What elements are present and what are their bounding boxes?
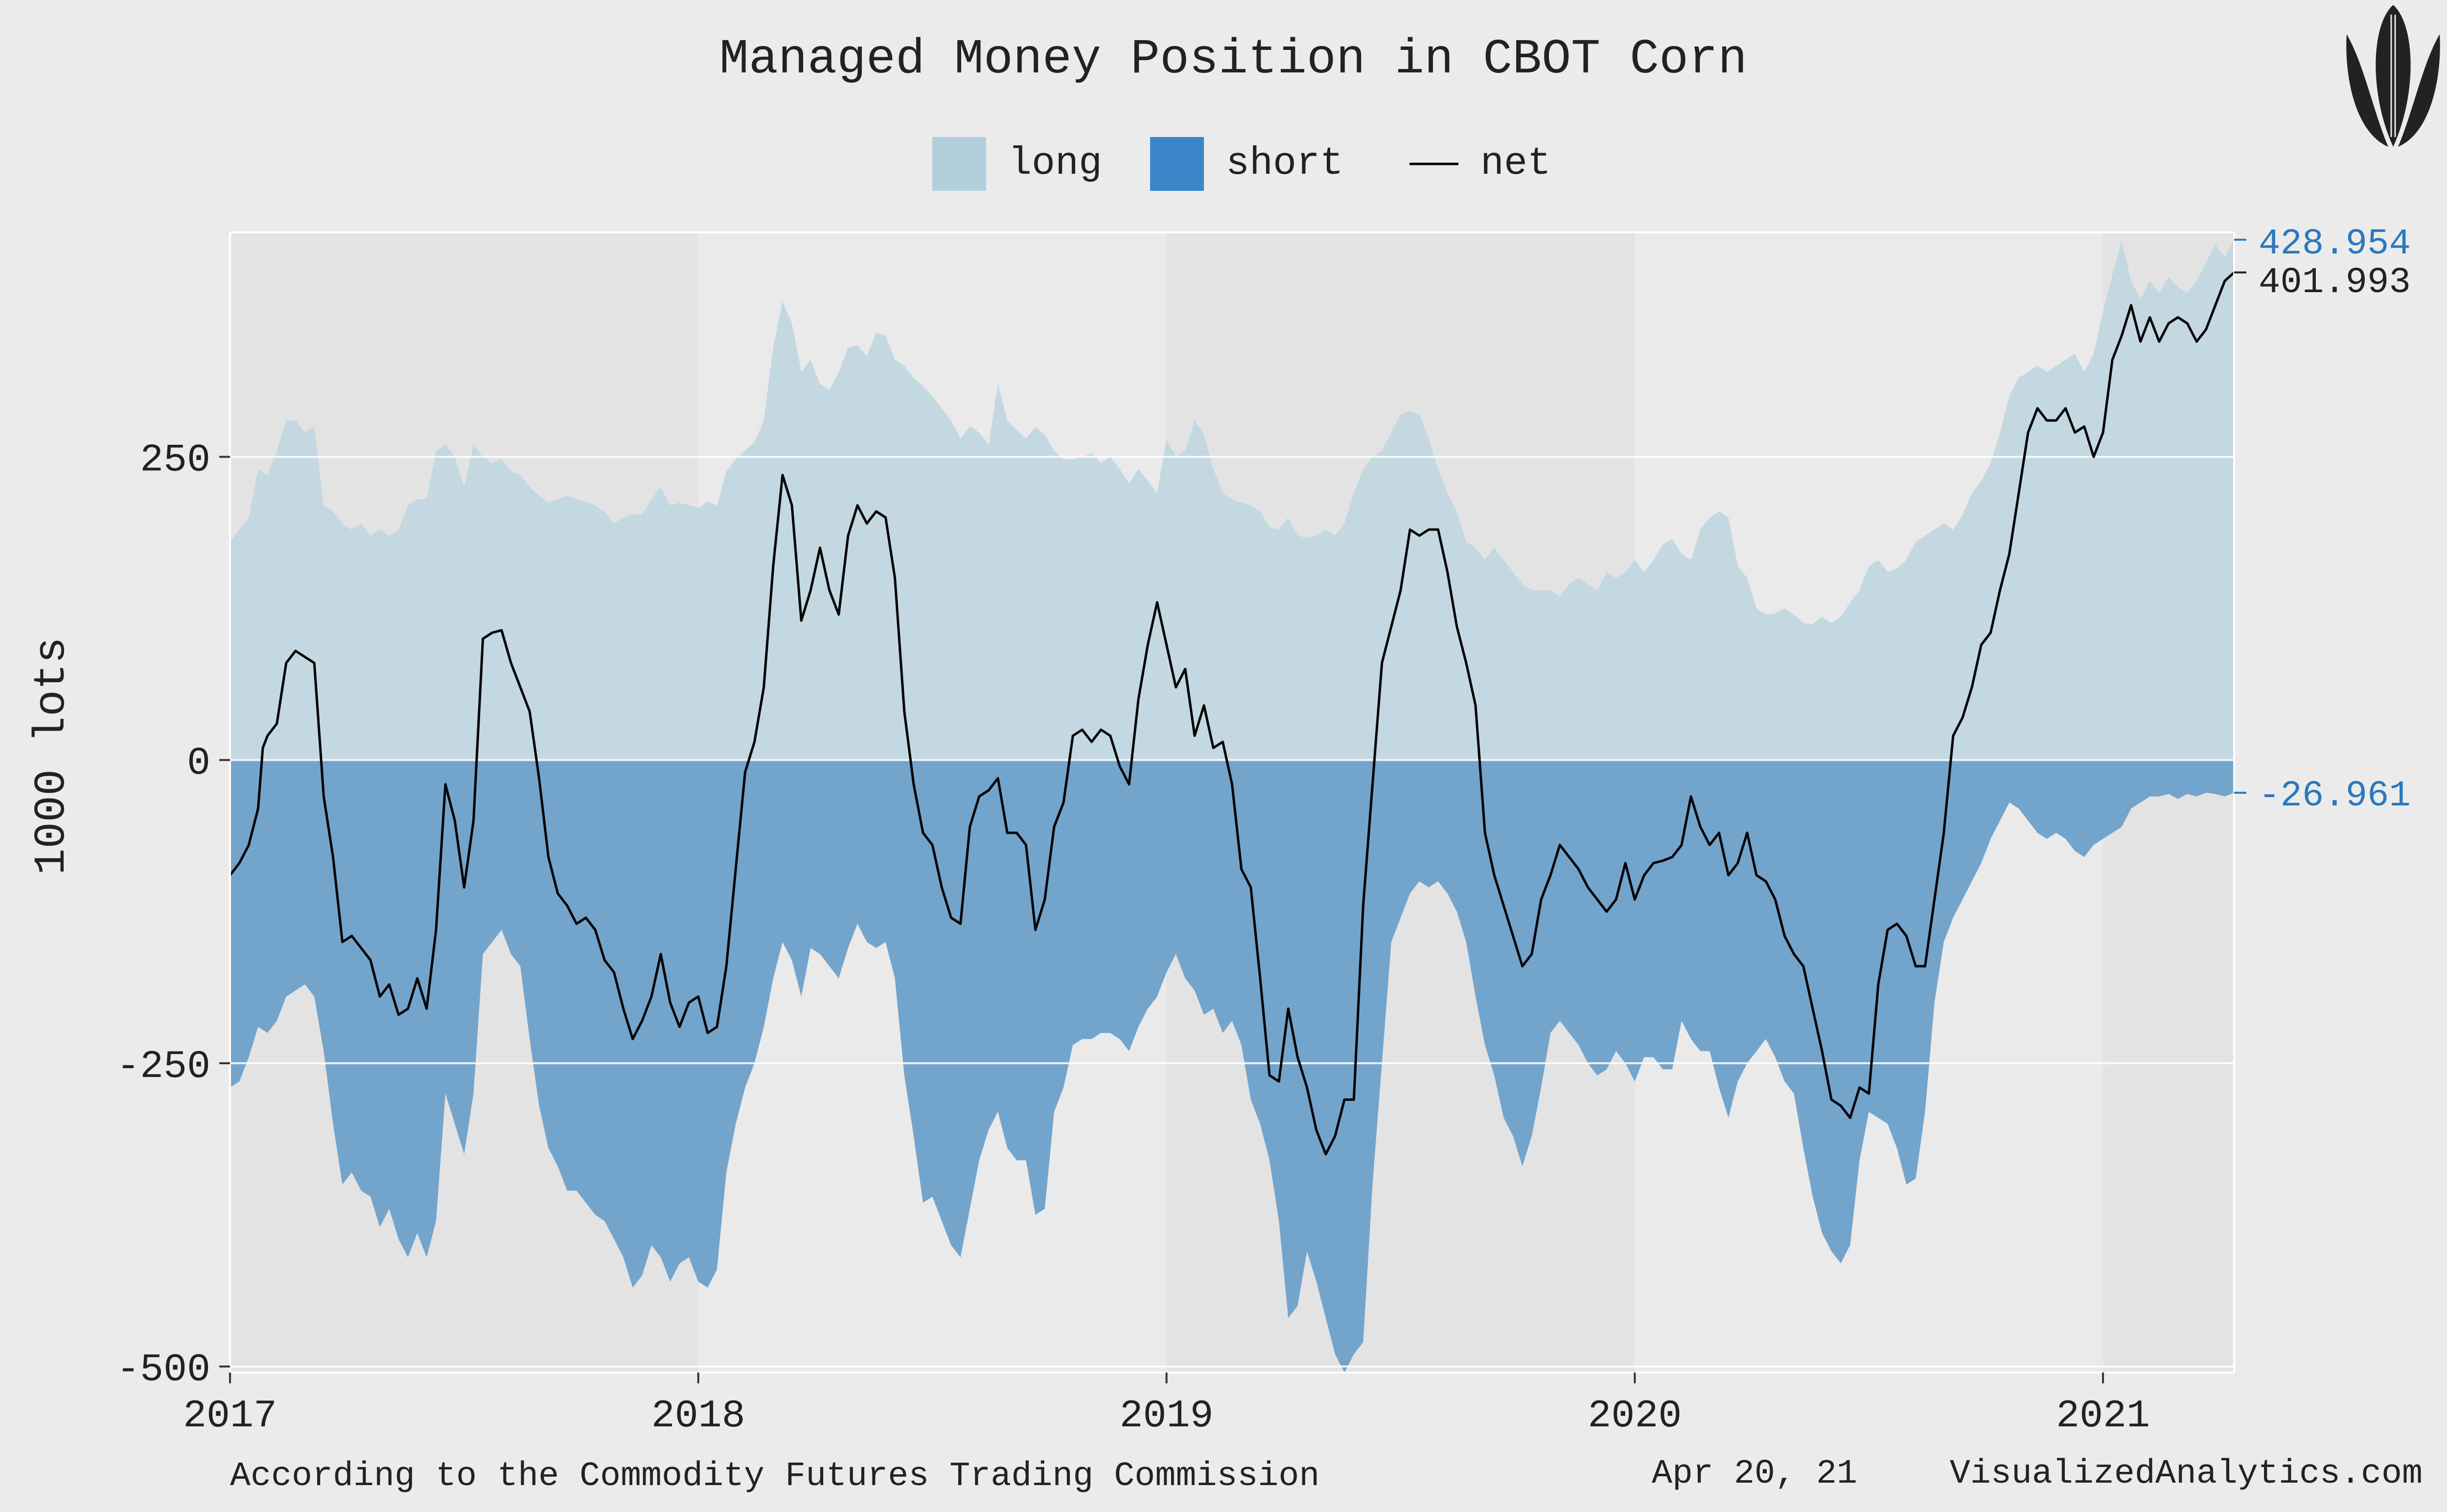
net-line (229, 271, 2235, 1156)
x-tick-label: 2020 (1588, 1394, 1682, 1439)
footer-site: VisualizedAnalytics.com (1950, 1455, 2423, 1493)
corn-logo (2346, 5, 2440, 147)
long-area (230, 239, 2234, 760)
gridlines (230, 456, 2234, 1368)
y-axis: 250 0 -250 -500 (116, 238, 2246, 1393)
y-tick-label: -500 (116, 1348, 210, 1393)
plot-area (229, 231, 2235, 1374)
legend-long-swatch (932, 137, 986, 191)
end-label-net: 401.993 (2259, 262, 2411, 303)
legend-short-label: short (1226, 141, 1343, 186)
footer-date: Apr 20, 21 (1652, 1455, 1857, 1493)
end-label-long: 428.954 (2259, 224, 2411, 265)
legend-short-swatch (1150, 137, 1204, 191)
y-axis-label: 1000 lots (27, 637, 77, 875)
x-tick-label: 2017 (183, 1394, 277, 1439)
y-tick-label: 0 (187, 741, 210, 786)
y-tick-label: -250 (116, 1045, 210, 1089)
end-label-short: -26.961 (2259, 776, 2411, 817)
x-tick-label: 2019 (1120, 1394, 1214, 1439)
x-tick-label: 2018 (651, 1394, 745, 1439)
footer-source: According to the Commodity Futures Tradi… (230, 1457, 1319, 1496)
net-line-series (229, 271, 2235, 1156)
legend: long short net (932, 137, 1551, 191)
x-tick-label: 2021 (2056, 1394, 2150, 1439)
x-axis: 2017 2018 2019 2020 2021 (183, 1373, 2150, 1439)
y-tick-label: 250 (140, 438, 210, 483)
legend-net-label: net (1480, 141, 1551, 186)
legend-long-label: long (1008, 141, 1102, 186)
plot-frame (229, 231, 2235, 1374)
chart-title: Managed Money Position in CBOT Corn (719, 32, 1747, 88)
